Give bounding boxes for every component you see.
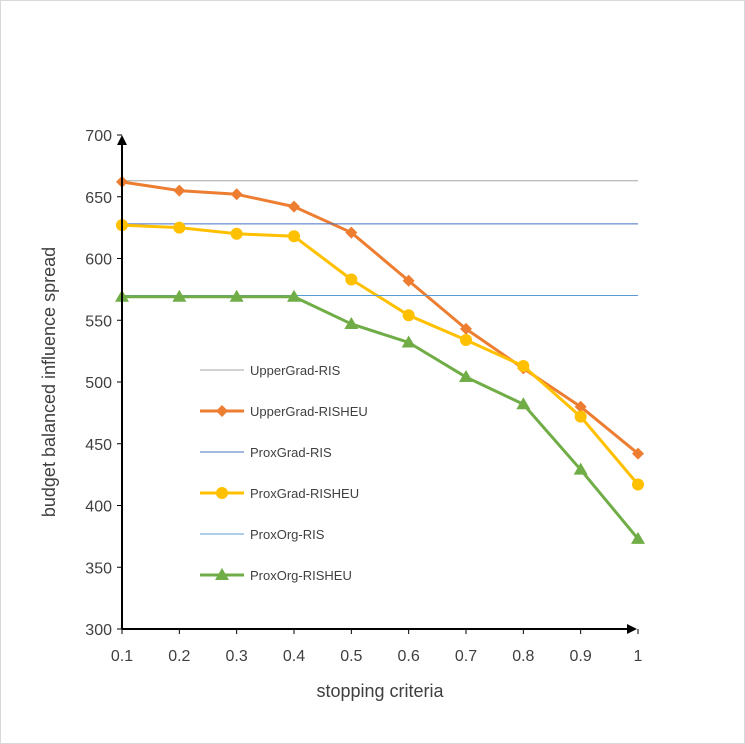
data-point [459, 370, 473, 383]
x-tick-label: 0.7 [455, 648, 477, 665]
series-line [121, 180, 639, 455]
y-tick-label: 450 [85, 437, 112, 454]
legend-entry: ProxOrg-RIS [200, 527, 325, 542]
data-point [229, 289, 244, 302]
data-point [574, 410, 587, 423]
legend-label: ProxOrg-RISHEU [250, 568, 352, 583]
x-tick-label: 0.2 [168, 648, 190, 665]
data-point [632, 478, 644, 491]
y-tick-label: 400 [85, 499, 112, 516]
data-point [573, 462, 588, 475]
legend-entry: UpperGrad-RISHEU [200, 404, 368, 419]
data-point [230, 188, 243, 201]
y-tick-label: 700 [85, 128, 112, 145]
data-point [288, 200, 300, 213]
series-line [122, 295, 640, 540]
legend-marker [216, 405, 228, 417]
legend-marker [215, 568, 229, 580]
legend-label: ProxGrad-RISHEU [250, 486, 359, 501]
data-point [173, 184, 186, 197]
legend-entry: UpperGrad-RIS [200, 363, 341, 378]
series-layer [115, 175, 645, 544]
legend-entry: ProxGrad-RISHEU [200, 486, 359, 501]
legend-label: ProxOrg-RIS [250, 527, 325, 542]
data-point [516, 397, 531, 410]
ticks-layer: 300 350 400 450 500 550 600 650 700 0.1 0.2 0.3 0.4 0… [85, 128, 642, 665]
data-point [402, 274, 415, 287]
y-tick-label: 600 [85, 252, 112, 269]
data-point [402, 309, 415, 322]
x-axis-title: stopping criteria [316, 681, 444, 701]
data-point [288, 230, 300, 243]
series-line [121, 223, 640, 486]
x-tick-label: 0.1 [111, 648, 133, 665]
x-tick-label: 0.9 [570, 648, 592, 665]
y-tick-label: 650 [85, 190, 112, 207]
x-tick-label: 0.3 [226, 648, 248, 665]
data-point [172, 289, 187, 302]
legend-marker [216, 487, 228, 499]
y-tick-label: 550 [85, 313, 112, 330]
series-proxorg-risheu [115, 289, 645, 544]
legend: UpperGrad-RIS UpperGrad-RISHEU ProxGrad-RI… [200, 363, 368, 583]
legend-label: ProxGrad-RIS [250, 445, 332, 460]
x-tick-label: 0.5 [340, 648, 362, 665]
x-tick-label: 0.4 [283, 648, 305, 665]
y-tick-label: 300 [85, 622, 112, 639]
data-point [631, 531, 645, 544]
data-point [574, 400, 587, 413]
y-tick-label: 500 [85, 375, 112, 392]
axes-layer [117, 135, 637, 634]
data-point [345, 226, 358, 239]
x-tick-label: 0.6 [398, 648, 420, 665]
data-point [230, 227, 243, 240]
x-tick-label: 1 [634, 648, 643, 665]
y-tick-label: 350 [85, 560, 112, 577]
data-point [173, 221, 186, 234]
legend-label: UpperGrad-RIS [250, 363, 341, 378]
series-uppergrad-risheu [116, 175, 644, 460]
data-point [345, 273, 358, 286]
legend-entry: ProxGrad-RIS [200, 445, 332, 460]
series-proxgrad-risheu [116, 219, 644, 491]
data-point [632, 447, 644, 460]
data-point [401, 335, 416, 348]
data-point [344, 316, 359, 329]
x-tick-label: 0.8 [512, 648, 534, 665]
data-point [287, 289, 301, 302]
data-point [517, 359, 530, 372]
data-point [460, 322, 472, 335]
legend-label: UpperGrad-RISHEU [250, 404, 368, 419]
data-point [460, 334, 472, 347]
legend-entry: ProxOrg-RISHEU [200, 568, 352, 583]
y-axis-title: budget balanced influence spread [39, 247, 59, 517]
